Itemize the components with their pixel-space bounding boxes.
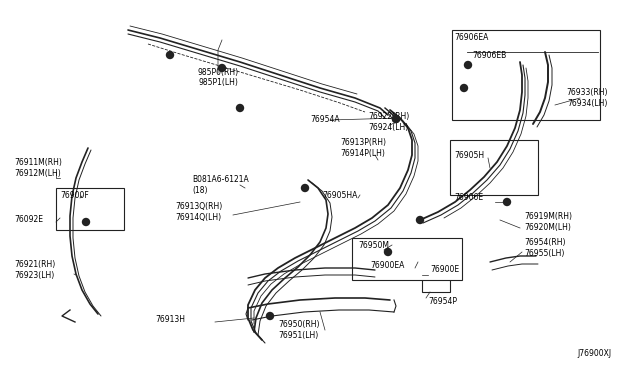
Text: 76913Q(RH)
76914Q(LH): 76913Q(RH) 76914Q(LH) (175, 202, 222, 222)
Text: 76900EA: 76900EA (370, 260, 404, 269)
Text: 76933(RH)
76934(LH): 76933(RH) 76934(LH) (566, 88, 608, 108)
Circle shape (504, 199, 511, 205)
Circle shape (392, 115, 399, 122)
Circle shape (392, 115, 399, 122)
Text: 76905H: 76905H (454, 151, 484, 160)
Text: 76954P: 76954P (428, 298, 457, 307)
Circle shape (465, 61, 472, 68)
Text: 76906E: 76906E (454, 193, 483, 202)
Circle shape (266, 312, 273, 320)
Bar (450, 140, 538, 195)
Circle shape (166, 51, 173, 58)
Bar (352, 238, 462, 280)
Text: 76919M(RH)
76920M(LH): 76919M(RH) 76920M(LH) (524, 212, 572, 232)
Text: 76913P(RH)
76914P(LH): 76913P(RH) 76914P(LH) (340, 138, 386, 158)
Text: 76922(RH)
76924(LH): 76922(RH) 76924(LH) (368, 112, 409, 132)
Text: 76913H: 76913H (155, 315, 185, 324)
Bar (56, 188, 124, 230)
Text: 76906EB: 76906EB (472, 51, 506, 60)
Circle shape (461, 84, 467, 92)
Text: 76905HA: 76905HA (322, 190, 357, 199)
Circle shape (218, 64, 225, 71)
Text: 76900E: 76900E (430, 266, 459, 275)
Text: 76906EA: 76906EA (454, 32, 488, 42)
Circle shape (301, 185, 308, 192)
Text: 76900F: 76900F (60, 190, 89, 199)
Bar (422, 270, 450, 292)
Bar (452, 30, 600, 120)
Text: 76954(RH)
76955(LH): 76954(RH) 76955(LH) (524, 238, 566, 258)
Circle shape (237, 105, 243, 112)
Circle shape (417, 217, 424, 224)
Text: 76950M: 76950M (358, 241, 389, 250)
Text: 76950(RH)
76951(LH): 76950(RH) 76951(LH) (278, 320, 319, 340)
Text: 985P0(RH)
985P1(LH): 985P0(RH) 985P1(LH) (197, 68, 239, 87)
Text: B081A6-6121A
(18): B081A6-6121A (18) (192, 175, 249, 195)
Text: J76900XJ: J76900XJ (578, 350, 612, 359)
Text: 76911M(RH)
76912M(LH): 76911M(RH) 76912M(LH) (14, 158, 62, 178)
Circle shape (83, 218, 90, 225)
Text: 76954A: 76954A (310, 115, 340, 125)
Circle shape (385, 248, 392, 256)
Text: 76092E: 76092E (14, 215, 43, 224)
Text: 76921(RH)
76923(LH): 76921(RH) 76923(LH) (14, 260, 55, 280)
